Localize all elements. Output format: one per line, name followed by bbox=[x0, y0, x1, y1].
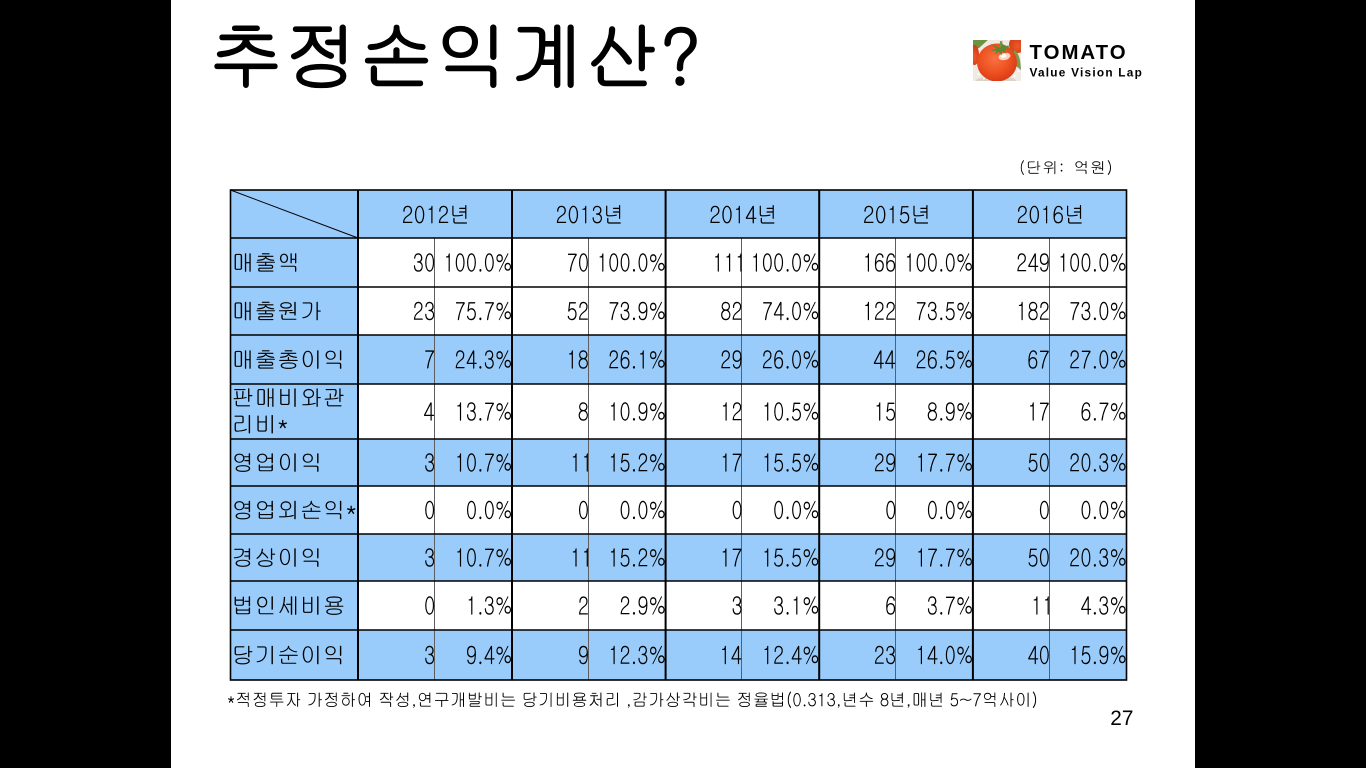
svg-text:27: 27 bbox=[1110, 707, 1133, 730]
svg-text:TOMATO: TOMATO bbox=[1030, 42, 1128, 64]
svg-text:Value Vision Lap: Value Vision Lap bbox=[1030, 65, 1144, 79]
